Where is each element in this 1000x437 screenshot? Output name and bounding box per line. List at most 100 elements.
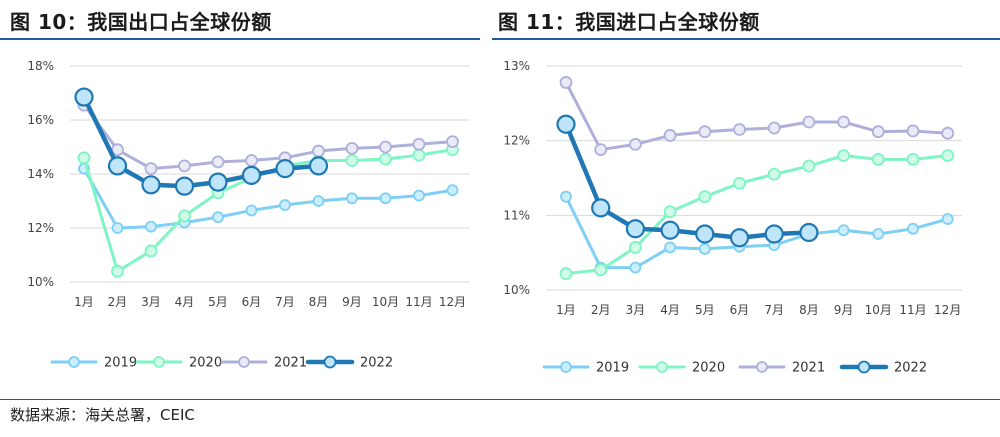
- x-tick-label: 7月: [275, 295, 295, 309]
- legend-label: 2022: [894, 361, 927, 376]
- data-point-2021: [698, 125, 712, 139]
- y-tick-label: 16%: [27, 113, 54, 127]
- legend-label: 2020: [189, 356, 222, 371]
- legend-label: 2019: [104, 356, 137, 371]
- data-point-2020: [144, 244, 158, 258]
- legend-label: 2022: [360, 356, 393, 371]
- data-point-2019: [629, 261, 642, 274]
- legend-item-2019: 2019: [542, 361, 629, 376]
- chart-title: 图 10：我国出口占全球份额: [10, 10, 272, 34]
- chart-title: 图 11：我国进口占全球份额: [498, 10, 760, 34]
- legend-item-2021: 2021: [220, 356, 307, 371]
- data-point-2019: [312, 195, 325, 207]
- x-tick-label: 6月: [730, 303, 750, 317]
- y-tick-label: 10%: [503, 283, 530, 297]
- x-tick-label: 3月: [141, 295, 161, 309]
- y-tick-label: 10%: [27, 275, 54, 289]
- series-line-2020: [82, 148, 454, 273]
- x-tick-label: 7月: [764, 303, 784, 317]
- data-point-2019: [279, 199, 291, 211]
- legend-item-2021: 2021: [738, 361, 825, 376]
- data-point-2021: [345, 141, 359, 155]
- x-tick-label: 11月: [899, 303, 926, 317]
- legend-label: 2019: [596, 361, 629, 376]
- x-tick-label: 8月: [799, 303, 819, 317]
- x-tick-label: 3月: [626, 303, 646, 317]
- data-point-2020: [412, 148, 426, 162]
- y-tick-label: 12%: [503, 134, 530, 148]
- data-point-2020: [906, 152, 920, 166]
- legend-label: 2021: [792, 361, 825, 376]
- x-tick-label: 2月: [108, 295, 128, 309]
- y-tick-label: 14%: [27, 167, 54, 181]
- y-tick-label: 18%: [27, 59, 54, 73]
- legend-item-2022: 2022: [305, 355, 393, 371]
- legend-item-2019: 2019: [50, 356, 137, 371]
- data-point-2020: [767, 167, 781, 181]
- data-point-2021: [144, 162, 158, 175]
- y-tick-label: 12%: [27, 221, 54, 235]
- data-point-2022: [625, 219, 645, 239]
- data-point-2021: [245, 154, 258, 167]
- x-tick-label: 4月: [660, 303, 680, 317]
- data-point-2019: [837, 224, 850, 237]
- data-point-2022: [764, 224, 784, 244]
- series-line-2022: [563, 121, 812, 240]
- data-point-2021: [594, 143, 608, 157]
- data-point-2020: [837, 149, 851, 162]
- y-tick-label: 13%: [503, 59, 530, 73]
- data-point-2019: [212, 211, 224, 224]
- x-tick-label: 11月: [405, 295, 432, 309]
- data-point-2019: [872, 228, 885, 240]
- data-point-2021: [837, 115, 851, 129]
- data-point-2021: [178, 159, 191, 173]
- x-tick-label: 4月: [175, 295, 195, 309]
- data-point-2022: [591, 198, 611, 218]
- import-share-chart: 10% 11% 12% 13% 1月 2月 3月 4月 5月 6月 7月 8月 9月 10月 11月 12月 2…: [503, 59, 962, 376]
- x-tick-label: 5月: [208, 295, 228, 309]
- source-note: 数据来源：海关总署，CEIC: [10, 406, 195, 424]
- data-point-2020: [941, 149, 955, 162]
- series-line-2021: [564, 80, 950, 152]
- data-point-2021: [379, 140, 392, 154]
- data-point-2022: [556, 114, 576, 134]
- x-tick-label: 9月: [342, 295, 362, 309]
- title-divider: [0, 38, 480, 40]
- x-tick-label: 9月: [834, 303, 854, 317]
- data-point-2020: [663, 205, 677, 219]
- data-point-2019: [379, 192, 392, 205]
- data-point-2019: [145, 220, 157, 233]
- y-tick-label: 11%: [503, 208, 530, 222]
- x-tick-label: 8月: [309, 295, 329, 309]
- data-point-2022: [275, 158, 295, 179]
- bottom-divider: [0, 399, 1000, 400]
- data-point-2021: [446, 135, 459, 148]
- data-point-2022: [799, 222, 819, 243]
- data-point-2019: [698, 243, 711, 255]
- data-point-2020: [559, 267, 573, 280]
- legend-item-2020: 2020: [135, 356, 222, 371]
- legend-item-2020: 2020: [638, 361, 725, 376]
- import-share-panel: 图 11：我国进口占全球份额 10% 11% 12% 13% 1月 2月 3月 4月 5月 6月 7…: [492, 0, 1000, 400]
- x-tick-label: 12月: [934, 303, 961, 317]
- data-point-2021: [412, 137, 426, 151]
- legend-swatch-marker: [656, 361, 668, 373]
- data-point-2020: [379, 152, 392, 166]
- data-point-2020: [178, 209, 191, 223]
- legend-swatch-marker: [323, 355, 337, 369]
- data-point-2020: [733, 176, 746, 190]
- data-point-2019: [413, 189, 425, 202]
- data-point-2022: [660, 220, 680, 240]
- data-point-2020: [594, 263, 608, 277]
- data-point-2019: [664, 241, 677, 254]
- data-point-2019: [907, 222, 919, 235]
- x-tick-label: 6月: [242, 295, 262, 309]
- data-point-2020: [871, 152, 885, 166]
- data-point-2021: [767, 121, 781, 135]
- title-divider: [492, 38, 1000, 40]
- data-point-2019: [560, 190, 572, 203]
- export-share-chart: 10% 12% 14% 16% 18% 1月 2月 3月 4月 5月 6月 7月 8月 9月 10月 11月 1…: [27, 59, 470, 371]
- data-point-2022: [308, 156, 329, 176]
- x-tick-label: 1月: [74, 295, 94, 309]
